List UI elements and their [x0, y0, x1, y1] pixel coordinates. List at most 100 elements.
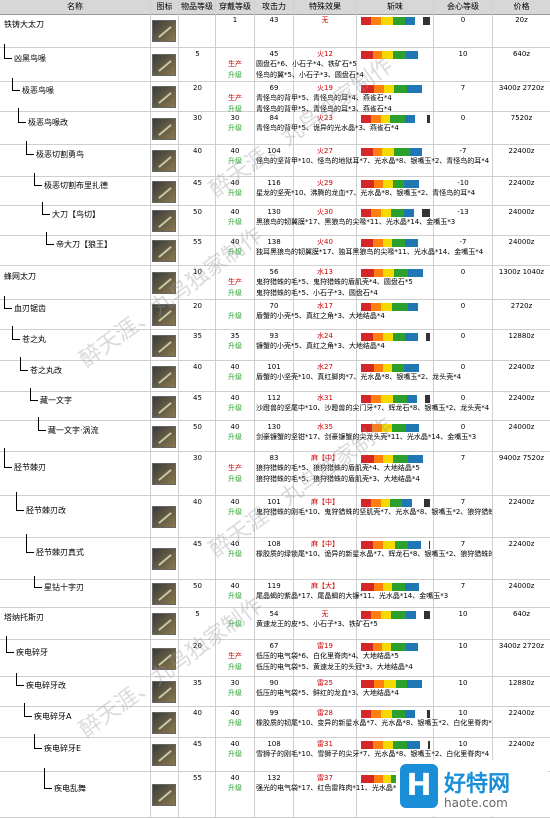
logo-name: 好特网	[444, 772, 511, 797]
sharpness-segment	[418, 303, 430, 311]
special-effect: 火27	[317, 147, 333, 155]
sharpness-segment	[418, 239, 430, 247]
sharpness-bar	[361, 611, 430, 619]
sharpness-segment	[361, 51, 373, 59]
price-value: 22400z	[508, 540, 535, 548]
attack-value: 119	[267, 582, 281, 590]
sharpness-segment	[381, 303, 392, 311]
material-type: 生产	[228, 278, 242, 286]
attack-value: 132	[267, 774, 281, 782]
tree-connector	[16, 685, 24, 686]
weapon-icon	[152, 425, 176, 448]
tree-connector	[42, 214, 50, 215]
tree-branch	[24, 703, 25, 716]
sharpness-segment	[417, 395, 425, 403]
attack-value: 67	[269, 642, 279, 650]
price-value: 7520z	[510, 114, 533, 122]
sharpness-segment	[421, 541, 429, 549]
material-list: 鬼狩猎蛛的刚毛*10、鬼狩猎蛛的坚肌壳*7、光水晶*8、银嘴玉*2、狼狩猎蛛的盾…	[256, 508, 492, 516]
weapon-icon	[152, 54, 176, 76]
sharpness-segment	[391, 364, 404, 372]
material-type: 生产	[228, 94, 242, 102]
crit-level: 7	[460, 84, 466, 92]
row-divider	[0, 495, 550, 496]
weapon-name: 苍之丸	[22, 334, 46, 344]
attack-value: 45	[269, 50, 279, 58]
attack-value: 101	[267, 498, 281, 506]
weapon-name: 疾电碎牙改	[26, 681, 66, 690]
column-divider	[215, 0, 216, 818]
attack-value: 101	[267, 363, 281, 371]
price-value: 22400z	[508, 740, 535, 748]
column-divider	[433, 0, 434, 818]
sharpness-segment	[405, 239, 419, 247]
attack-value: 116	[267, 179, 281, 187]
item-level: 20	[193, 84, 202, 92]
row-divider	[0, 391, 550, 392]
price-value: 24000z	[508, 423, 535, 431]
attack-value: 54	[269, 610, 279, 618]
sharpness-segment	[422, 680, 430, 688]
sharpness-segment	[371, 209, 381, 217]
weapon-icon	[152, 463, 176, 485]
sharpness-segment	[382, 775, 391, 783]
material-list: 沙蹬兽的坚尾中*10、沙蹬兽的尖门牙*7、辉龙石*8、银嘴玉*2、龙头壳*4	[256, 404, 490, 412]
row-divider	[0, 205, 550, 206]
sharpness-segment	[361, 364, 375, 372]
weapon-name: 铁铸大太刀	[4, 20, 44, 29]
weapon-icon	[152, 272, 176, 294]
tree-connector	[12, 338, 20, 340]
sharpness-segment	[395, 680, 407, 688]
column-divider	[178, 0, 179, 818]
attack-value: 70	[269, 302, 279, 310]
weapon-icon	[152, 365, 176, 388]
material-type: 升级	[228, 342, 242, 350]
sharpness-segment	[393, 741, 407, 749]
weapon-icon	[152, 784, 176, 806]
material-type: 升级	[228, 404, 242, 412]
material-type: 升级	[228, 248, 242, 256]
sharpness-segment	[371, 17, 381, 25]
row-divider	[0, 706, 550, 707]
sharpness-segment	[415, 17, 423, 25]
row-divider	[0, 639, 550, 640]
weapon-icon	[152, 744, 176, 766]
sharpness-segment	[409, 148, 423, 156]
material-list: 怪鸟的坚背甲*10、怪鸟的地狱耳*7、光水晶*8、银嘴玉*2、青怪鸟的耳*4	[256, 157, 490, 165]
sharpness-segment	[384, 680, 396, 688]
logo-url: haote.com	[444, 796, 508, 810]
column-divider	[150, 0, 151, 818]
crit-level: 0	[460, 268, 466, 276]
sharpness-segment	[393, 395, 407, 403]
material-type: 升级	[228, 71, 242, 79]
sharpness-segment	[361, 303, 371, 311]
wear-level: 40	[230, 394, 240, 402]
item-level: 45	[193, 179, 202, 187]
tree-branch	[42, 202, 43, 214]
weapon-name: 胫节棘刃	[14, 463, 46, 472]
sharpness-segment	[382, 583, 393, 591]
price-value: 22400z	[508, 394, 535, 402]
sharpness-segment	[393, 51, 406, 59]
sharpness-bar	[361, 51, 430, 59]
material-list: 剑豪镰蟹的坚钳*17、剑豪镰蟹的尖龙头壳*11、光水晶*14、金嘴玉*3	[256, 433, 477, 441]
tree-branch	[30, 388, 31, 400]
sharpness-segment	[419, 583, 431, 591]
special-effect: 火12	[317, 50, 333, 58]
sharpness-segment	[418, 180, 431, 188]
sharpness-segment	[406, 611, 416, 619]
material-list: 低压的电气袋*6、白化里脊肉*4、大地结晶*5	[256, 652, 399, 660]
sharpness-segment	[374, 85, 384, 93]
price-value: 22400z	[508, 179, 535, 187]
sharpness-segment	[415, 115, 427, 123]
sharpness-segment	[371, 115, 381, 123]
material-list: 低压的电气袋*5、鲜红的龙血*3、大地结晶*4	[256, 689, 399, 697]
sharpness-segment	[361, 455, 375, 463]
sharpness-segment	[372, 239, 383, 247]
item-level: 30	[193, 454, 202, 462]
sharpness-segment	[361, 148, 373, 156]
tree-connector	[6, 651, 14, 653]
sharpness-segment	[361, 17, 371, 25]
item-level: 40	[193, 498, 202, 506]
